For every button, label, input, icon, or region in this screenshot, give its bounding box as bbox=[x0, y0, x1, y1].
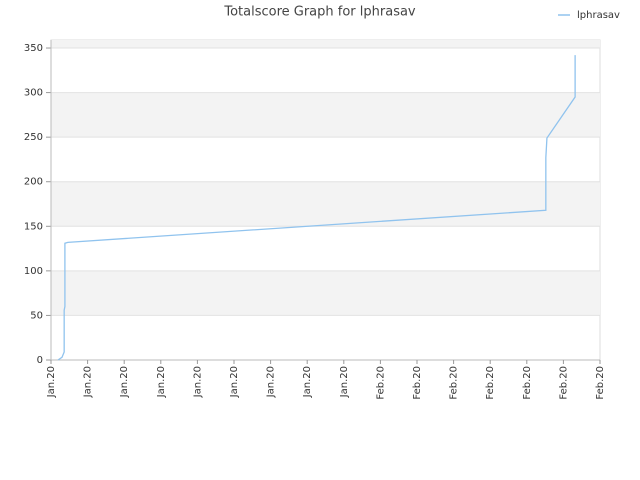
y-tick-label: 50 bbox=[30, 310, 43, 321]
x-tick-label: Jan.20 bbox=[156, 366, 167, 398]
grid-band bbox=[51, 270, 600, 316]
x-tick-label: Feb.20 bbox=[558, 366, 569, 400]
y-tick-label: 300 bbox=[24, 88, 43, 99]
grid-band bbox=[51, 92, 600, 138]
chart-title: Totalscore Graph for lphrasav bbox=[223, 5, 416, 20]
x-tick-label: Jan.20 bbox=[302, 366, 313, 398]
x-tick-label: Jan.20 bbox=[192, 366, 203, 398]
y-tick-label: 100 bbox=[24, 266, 43, 277]
x-tick-label: Jan.20 bbox=[229, 366, 240, 398]
x-tick-label: Jan.20 bbox=[46, 366, 57, 398]
x-tick-label: Jan.20 bbox=[339, 366, 350, 398]
y-tick-label: 200 bbox=[24, 177, 43, 188]
series-line bbox=[57, 55, 576, 361]
x-tick-label: Feb.20 bbox=[449, 366, 460, 400]
y-tick-label: 150 bbox=[24, 221, 43, 232]
y-tick-label: 0 bbox=[37, 355, 43, 366]
x-tick-label: Feb.20 bbox=[375, 366, 386, 400]
x-tick-label: Jan.20 bbox=[83, 366, 94, 398]
x-tick-label: Feb.20 bbox=[412, 366, 423, 400]
x-tick-label: Feb.20 bbox=[485, 366, 496, 400]
y-tick-label: 250 bbox=[24, 132, 43, 143]
x-tick-label: Jan.20 bbox=[119, 366, 130, 398]
x-tick-label: Feb.20 bbox=[595, 366, 606, 400]
grid-band bbox=[51, 40, 600, 49]
x-tick-label: Jan.20 bbox=[266, 366, 277, 398]
y-tick-label: 350 bbox=[24, 43, 43, 54]
legend-label: lphrasav bbox=[577, 10, 620, 21]
grid-band bbox=[51, 181, 600, 227]
x-tick-label: Feb.20 bbox=[522, 366, 533, 400]
